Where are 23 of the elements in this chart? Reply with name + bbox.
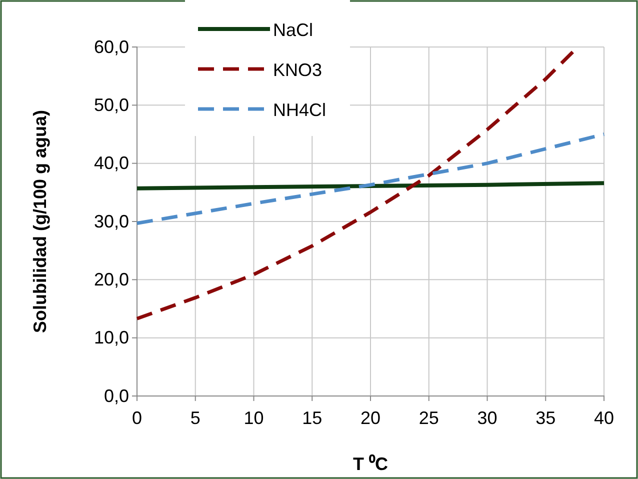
y-tick-label: 40,0 xyxy=(94,153,129,174)
x-tick-label: 30 xyxy=(477,408,498,428)
y-tick-label: 60,0 xyxy=(94,36,129,57)
x-tick-label: 35 xyxy=(536,408,556,428)
y-tick-label: 50,0 xyxy=(94,94,129,115)
y-tick-label: 0,0 xyxy=(104,386,129,406)
y-axis-title: Solubilidad (g/100 g agua) xyxy=(30,110,50,334)
x-tick-label: 5 xyxy=(190,408,200,428)
y-tick-label: 10,0 xyxy=(94,328,129,348)
x-axis-title: T ⁰C xyxy=(353,454,388,474)
x-tick-label: 0 xyxy=(132,408,142,428)
y-tick-label: 30,0 xyxy=(94,211,129,232)
x-tick-label: 25 xyxy=(418,408,439,428)
x-tick-label: 20 xyxy=(360,408,381,428)
line-series xyxy=(135,132,606,225)
x-tick-label: 40 xyxy=(594,408,614,428)
x-tick-label: 10 xyxy=(244,408,264,428)
legend-label: KNO3 xyxy=(273,60,322,80)
x-tick-label: 15 xyxy=(302,408,322,428)
line-series xyxy=(135,48,577,320)
legend-label: NaCl xyxy=(273,20,314,40)
y-tick-label: 20,0 xyxy=(94,269,129,290)
legend-label: NH4Cl xyxy=(273,100,326,120)
